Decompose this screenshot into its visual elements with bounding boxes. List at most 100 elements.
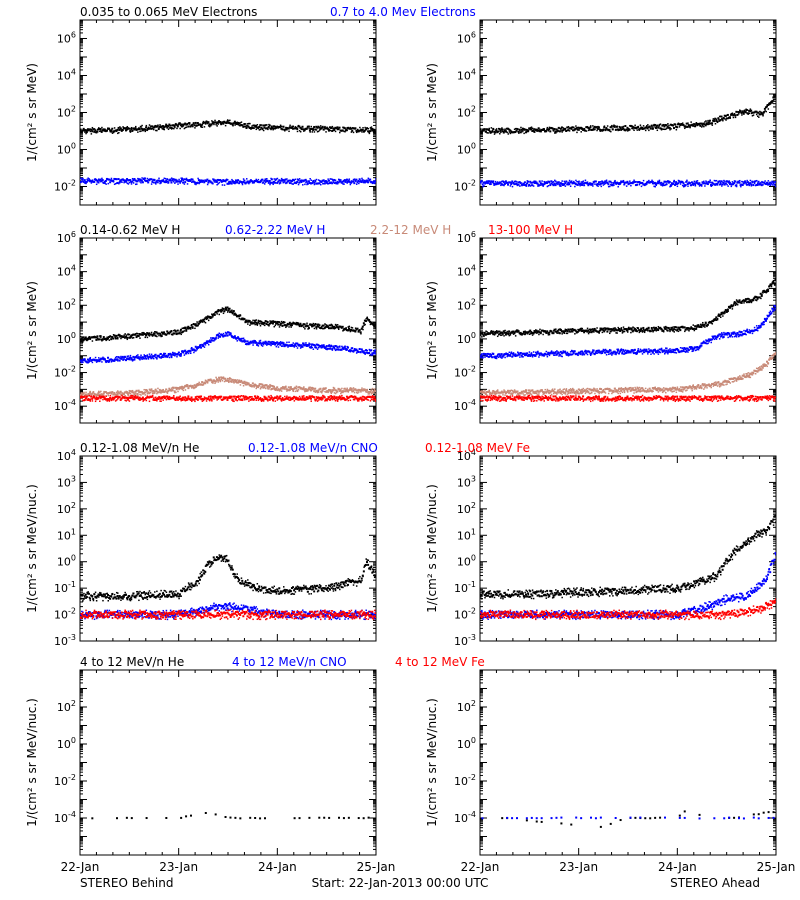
- data-point: [530, 184, 533, 186]
- data-point: [728, 117, 730, 119]
- data-point: [299, 130, 302, 133]
- data-point: [212, 337, 215, 340]
- data-point: [489, 181, 492, 184]
- data-point: [265, 387, 267, 390]
- data-point: [507, 133, 510, 135]
- data-point: [503, 184, 505, 187]
- data-point: [195, 383, 198, 386]
- data-point: [168, 356, 171, 359]
- data-point: [577, 126, 580, 129]
- data-point: [214, 121, 217, 124]
- data-point: [344, 129, 347, 132]
- data-point: [333, 327, 336, 330]
- data-point: [245, 127, 248, 130]
- data-point: [99, 393, 102, 396]
- data-point: [245, 398, 248, 401]
- data-point: [135, 183, 137, 186]
- data-point: [114, 395, 117, 398]
- data-point: [503, 182, 506, 185]
- data-point: [374, 130, 376, 133]
- data-point: [168, 398, 171, 401]
- data-point: [84, 129, 87, 132]
- data-point: [175, 391, 177, 394]
- data-point: [316, 390, 319, 393]
- data-point: [678, 126, 681, 128]
- data-point: [111, 132, 114, 134]
- data-point: [100, 180, 102, 183]
- data-point: [121, 181, 123, 183]
- data-point: [155, 356, 158, 359]
- data-point: [90, 128, 93, 131]
- data-point: [221, 122, 224, 124]
- data-point: [212, 315, 214, 318]
- data-point: [84, 182, 86, 184]
- data-point: [240, 318, 243, 320]
- data-point: [733, 112, 736, 115]
- data-point: [686, 126, 688, 128]
- data-point: [246, 320, 248, 323]
- data-point: [225, 308, 228, 311]
- data-point: [303, 130, 305, 132]
- data-point: [251, 323, 253, 325]
- data-point: [336, 326, 339, 329]
- data-point: [494, 131, 497, 134]
- data-point: [539, 184, 541, 186]
- data-point: [347, 346, 349, 348]
- data-point: [258, 383, 261, 385]
- data-point: [172, 396, 175, 399]
- data-point: [280, 342, 283, 345]
- data-point: [80, 177, 82, 180]
- data-point: [112, 334, 115, 336]
- data-point: [209, 316, 211, 319]
- data-point: [502, 180, 505, 183]
- data-point: [287, 323, 289, 326]
- data-point: [664, 180, 667, 183]
- data-point: [312, 128, 315, 131]
- data-point: [119, 126, 121, 128]
- data-point: [671, 183, 673, 186]
- data-point: [346, 182, 348, 184]
- data-point: [662, 184, 665, 187]
- data-point: [101, 361, 103, 363]
- data-point: [595, 183, 598, 186]
- data-point: [205, 340, 208, 343]
- data-point: [481, 183, 484, 186]
- data-point: [151, 390, 154, 393]
- data-point: [212, 178, 215, 181]
- data-point: [259, 180, 262, 182]
- data-point: [564, 185, 567, 187]
- data-point: [100, 357, 102, 360]
- data-point: [99, 391, 101, 393]
- data-point: [181, 331, 184, 334]
- data-point: [596, 129, 598, 132]
- data-point: [483, 128, 485, 131]
- data-point: [93, 178, 96, 181]
- data-point: [350, 347, 353, 349]
- data-point: [194, 181, 197, 184]
- data-point: [269, 383, 271, 386]
- data-point: [232, 180, 234, 182]
- data-point: [193, 349, 196, 352]
- data-point: [198, 344, 201, 347]
- data-point: [203, 181, 206, 183]
- data-point: [681, 122, 684, 124]
- data-point: [263, 324, 266, 327]
- data-point: [162, 356, 164, 358]
- data-point: [277, 126, 280, 128]
- data-point: [104, 182, 106, 185]
- data-point: [557, 130, 559, 132]
- data-point: [194, 350, 196, 352]
- data-point: [339, 345, 341, 347]
- data-point: [99, 127, 102, 130]
- data-point: [359, 348, 361, 351]
- data-point: [321, 127, 323, 130]
- data-point: [188, 122, 191, 125]
- data-point: [321, 389, 324, 392]
- data-point: [222, 332, 225, 335]
- data-point: [89, 356, 92, 359]
- data-point: [223, 184, 226, 186]
- data-point: [120, 398, 122, 400]
- data-point: [80, 180, 83, 183]
- data-point: [346, 345, 348, 348]
- data-point: [725, 117, 728, 120]
